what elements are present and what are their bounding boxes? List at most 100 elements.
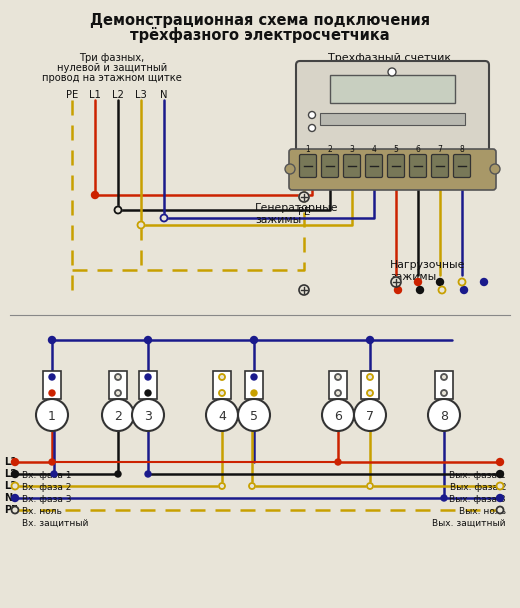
Text: PE: PE: [4, 505, 18, 515]
Text: 1: 1: [48, 410, 56, 423]
Bar: [109, 371, 127, 399]
Text: Три фазных,: Три фазных,: [80, 53, 145, 63]
Circle shape: [497, 471, 503, 477]
Text: PE: PE: [66, 90, 78, 100]
Circle shape: [391, 277, 401, 287]
Circle shape: [335, 459, 341, 465]
Bar: [43, 371, 61, 399]
Text: L3: L3: [4, 481, 17, 491]
Circle shape: [251, 336, 257, 344]
Circle shape: [11, 471, 19, 477]
FancyBboxPatch shape: [453, 154, 471, 178]
Circle shape: [299, 192, 309, 202]
Circle shape: [161, 215, 167, 221]
Circle shape: [238, 399, 270, 431]
Circle shape: [490, 164, 500, 174]
Circle shape: [219, 390, 225, 396]
Circle shape: [11, 458, 19, 466]
Text: Вх. фаза 3: Вх. фаза 3: [22, 495, 72, 504]
Text: зажимы: зажимы: [255, 215, 301, 225]
Text: L1: L1: [89, 90, 101, 100]
FancyBboxPatch shape: [321, 154, 339, 178]
Circle shape: [497, 458, 503, 466]
Circle shape: [335, 374, 341, 380]
Text: 7: 7: [437, 145, 443, 154]
Circle shape: [308, 111, 316, 119]
Circle shape: [335, 390, 341, 396]
Text: Демонстрационная схема подключения: Демонстрационная схема подключения: [90, 13, 430, 28]
Circle shape: [137, 221, 145, 229]
Circle shape: [417, 286, 423, 294]
Circle shape: [115, 471, 121, 477]
Circle shape: [285, 164, 295, 174]
Text: 5: 5: [250, 410, 258, 423]
Text: Генераторные: Генераторные: [255, 203, 339, 213]
Circle shape: [308, 125, 316, 131]
Circle shape: [102, 399, 134, 431]
FancyBboxPatch shape: [344, 154, 360, 178]
Text: Вх. защитный: Вх. защитный: [22, 519, 88, 528]
Circle shape: [322, 399, 354, 431]
Circle shape: [441, 374, 447, 380]
Circle shape: [92, 192, 98, 198]
Circle shape: [145, 471, 151, 477]
Circle shape: [145, 336, 151, 344]
Circle shape: [115, 390, 121, 396]
Circle shape: [36, 399, 68, 431]
Circle shape: [145, 390, 151, 396]
Text: Вых. фаза 1: Вых. фаза 1: [449, 471, 506, 480]
Text: Вых. ноль: Вых. ноль: [459, 507, 506, 516]
Bar: [139, 371, 157, 399]
Circle shape: [438, 286, 446, 294]
Bar: [435, 371, 453, 399]
Text: 4: 4: [218, 410, 226, 423]
Circle shape: [441, 495, 447, 501]
Circle shape: [49, 374, 55, 380]
Circle shape: [480, 278, 488, 286]
Circle shape: [114, 207, 122, 213]
Circle shape: [145, 374, 151, 380]
Text: провод на этажном щитке: провод на этажном щитке: [42, 73, 182, 83]
Text: L1: L1: [4, 457, 17, 467]
Circle shape: [395, 286, 401, 294]
FancyBboxPatch shape: [410, 154, 426, 178]
Circle shape: [219, 483, 225, 489]
Circle shape: [249, 483, 255, 489]
Circle shape: [11, 483, 19, 489]
Circle shape: [299, 285, 309, 295]
Circle shape: [388, 68, 396, 76]
Circle shape: [367, 336, 373, 344]
Text: 8: 8: [440, 410, 448, 423]
Circle shape: [354, 399, 386, 431]
Circle shape: [367, 483, 373, 489]
Text: 7: 7: [366, 410, 374, 423]
Text: Вых. фаза 3: Вых. фаза 3: [449, 495, 506, 504]
Circle shape: [367, 374, 373, 380]
FancyBboxPatch shape: [387, 154, 405, 178]
Text: Нагрузочные: Нагрузочные: [390, 260, 465, 270]
Bar: [330, 75, 455, 103]
Text: L2: L2: [112, 90, 124, 100]
Circle shape: [441, 390, 447, 396]
Circle shape: [497, 506, 503, 514]
FancyBboxPatch shape: [366, 154, 383, 178]
Text: 6: 6: [415, 145, 421, 154]
Circle shape: [49, 459, 55, 465]
Text: 3: 3: [144, 410, 152, 423]
Text: Вх. фаза 2: Вх. фаза 2: [22, 483, 71, 492]
Text: Вх. фаза 1: Вх. фаза 1: [22, 471, 72, 480]
Bar: [245, 371, 263, 399]
Circle shape: [497, 483, 503, 489]
Text: Вых. фаза 2: Вых. фаза 2: [449, 483, 506, 492]
Circle shape: [428, 399, 460, 431]
Text: 6: 6: [334, 410, 342, 423]
Circle shape: [461, 286, 467, 294]
FancyBboxPatch shape: [432, 154, 448, 178]
Circle shape: [49, 390, 55, 396]
Bar: [329, 371, 347, 399]
Text: 2: 2: [328, 145, 332, 154]
Text: 2: 2: [114, 410, 122, 423]
Circle shape: [132, 399, 164, 431]
Circle shape: [497, 494, 503, 502]
Circle shape: [11, 494, 19, 502]
